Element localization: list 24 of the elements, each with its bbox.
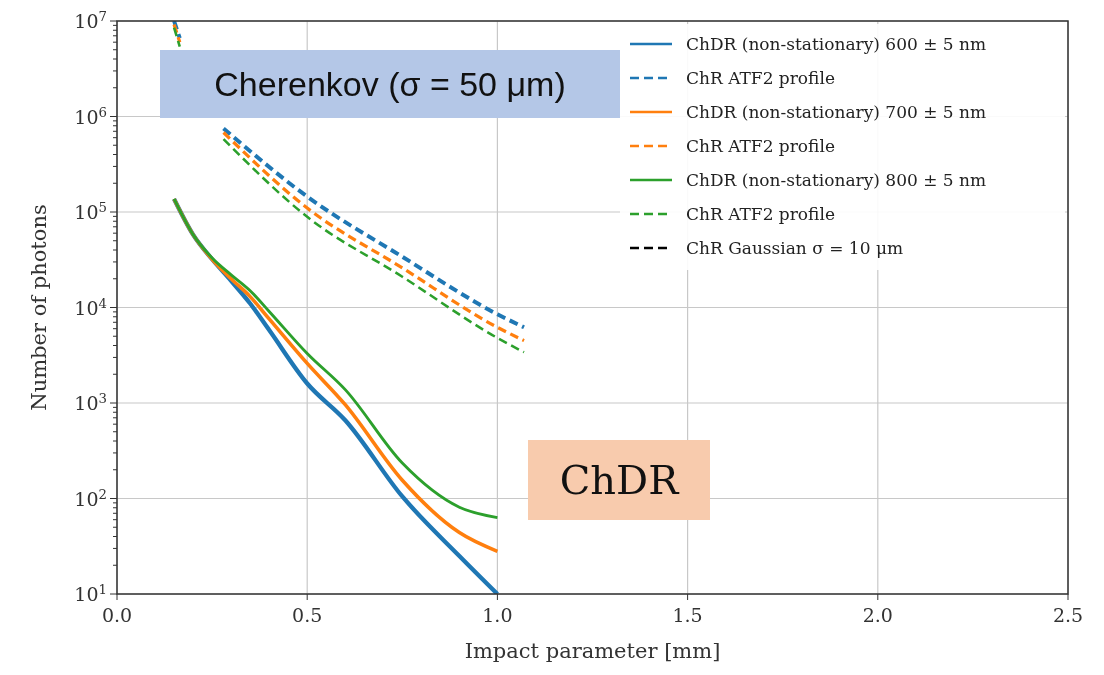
legend-label: ChDR (non-stationary) 700 ± 5 nm <box>686 102 987 122</box>
x-tick-label: 2.0 <box>862 604 893 626</box>
y-tick-label: 10$^{5}$ <box>74 199 107 223</box>
annotation: ChDR <box>559 457 681 503</box>
y-tick-label: 10$^{3}$ <box>74 390 107 414</box>
y-tick-label: 10$^{6}$ <box>74 104 107 128</box>
legend-label: ChDR (non-stationary) 600 ± 5 nm <box>686 34 987 54</box>
legend-label: ChR ATF2 profile <box>686 68 835 88</box>
x-tick-label: 1.5 <box>672 604 703 626</box>
y-tick-label: 10$^{1}$ <box>74 581 107 605</box>
y-tick-label: 10$^{2}$ <box>74 486 107 510</box>
y-tick-label: 10$^{7}$ <box>74 8 107 32</box>
x-tick-label: 2.5 <box>1052 604 1084 626</box>
y-axis-title: Number of photons <box>27 204 51 411</box>
legend-label: ChR ATF2 profile <box>686 136 835 156</box>
x-tick-label: 0.0 <box>101 604 133 626</box>
legend-label: ChDR (non-stationary) 800 ± 5 nm <box>686 170 987 190</box>
annotation: Cherenkov (σ = 50 μm) <box>214 64 566 103</box>
y-tick-label: 10$^{4}$ <box>74 295 107 319</box>
legend-label: ChR ATF2 profile <box>686 204 835 224</box>
x-axis-title: Impact parameter [mm] <box>464 639 721 663</box>
legend-label: ChR Gaussian σ = 10 μm <box>686 238 904 258</box>
x-tick-label: 1.0 <box>482 604 513 626</box>
x-tick-label: 0.5 <box>292 604 323 626</box>
